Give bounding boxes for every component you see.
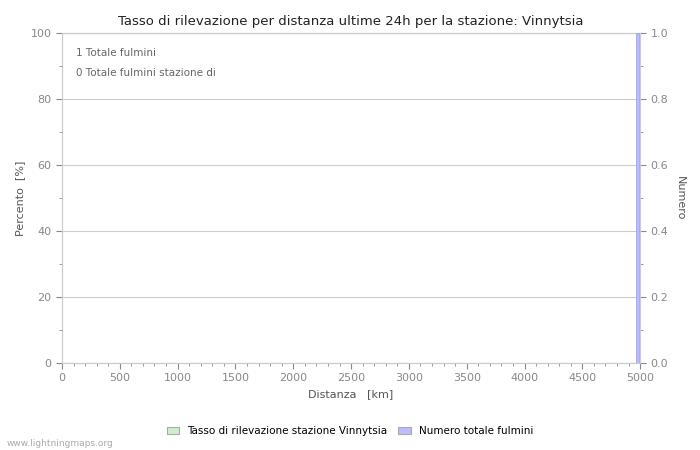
Legend: Tasso di rilevazione stazione Vinnytsia, Numero totale fulmini: Tasso di rilevazione stazione Vinnytsia,… <box>162 422 538 440</box>
Y-axis label: Percento  [%]: Percento [%] <box>15 161 25 236</box>
Text: 0 Totale fulmini stazione di: 0 Totale fulmini stazione di <box>76 68 216 78</box>
Text: www.lightningmaps.org: www.lightningmaps.org <box>7 439 113 448</box>
Y-axis label: Numero: Numero <box>675 176 685 220</box>
Text: 1 Totale fulmini: 1 Totale fulmini <box>76 48 156 58</box>
X-axis label: Distanza   [km]: Distanza [km] <box>309 389 393 399</box>
Title: Tasso di rilevazione per distanza ultime 24h per la stazione: Vinnytsia: Tasso di rilevazione per distanza ultime… <box>118 15 584 28</box>
Bar <box>636 33 639 363</box>
